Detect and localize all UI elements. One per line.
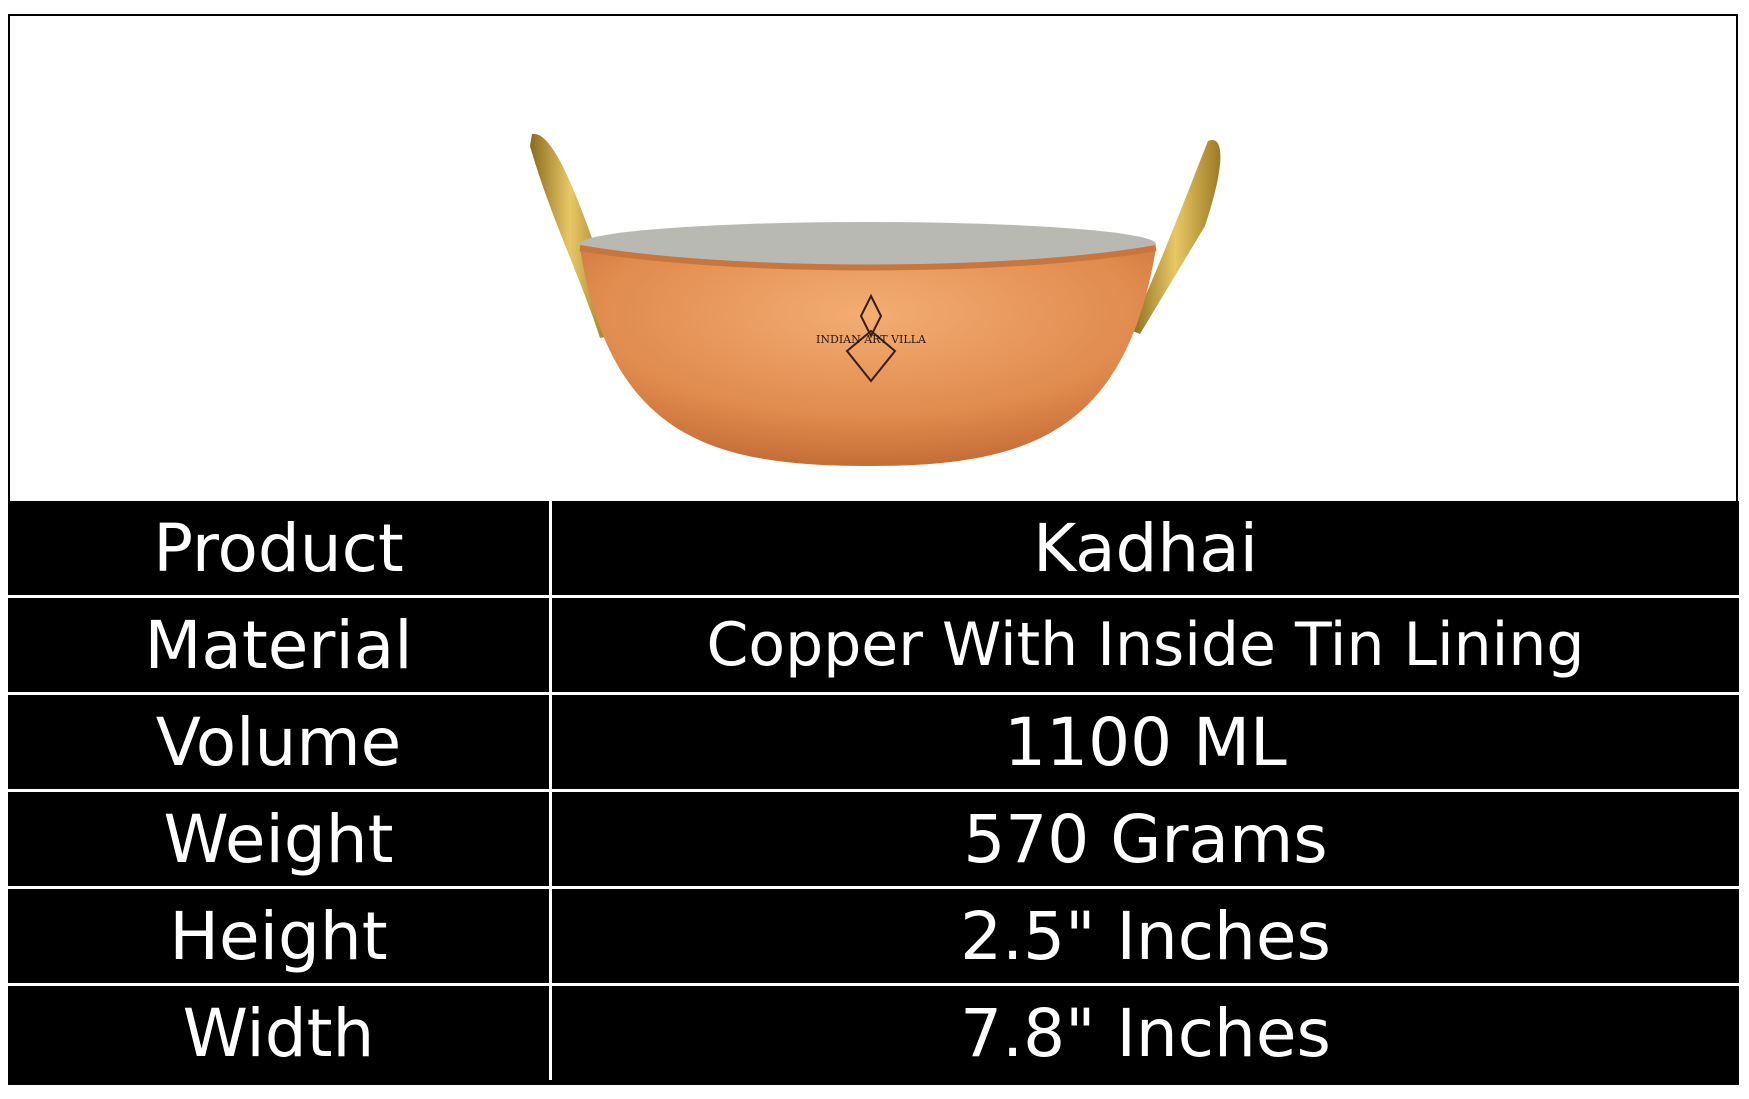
spec-value: Kadhai — [1032, 509, 1259, 587]
spec-value: 570 Grams — [963, 800, 1328, 878]
product-photo: INDIAN ART VILLA — [8, 14, 1738, 501]
spec-label: Material — [8, 598, 552, 692]
spec-label: Volume — [8, 695, 552, 789]
kadhai-image: INDIAN ART VILLA — [530, 133, 1221, 466]
spec-value: 2.5" Inches — [960, 897, 1331, 975]
tin-lining — [580, 222, 1156, 266]
spec-value: 1100 ML — [1004, 703, 1287, 781]
spec-row-weight: Weight 570 Grams — [8, 792, 1739, 889]
spec-row-volume: Volume 1100 ML — [8, 695, 1739, 792]
indian-art-villa-logo: INDIAN ART VILLA — [816, 293, 927, 383]
spec-label: Product — [8, 501, 552, 595]
svg-text:INDIAN ART VILLA: INDIAN ART VILLA — [816, 333, 927, 346]
spec-table: Product Kadhai Material Copper With Insi… — [8, 501, 1739, 1085]
spec-row-height: Height 2.5" Inches — [8, 889, 1739, 986]
spec-value: 7.8" Inches — [960, 994, 1331, 1072]
spec-label: Width — [8, 986, 552, 1080]
spec-row-product: Product Kadhai — [8, 501, 1739, 598]
kadhai-bowl — [580, 248, 1156, 466]
spec-label: Weight — [8, 792, 552, 886]
right-handle — [1130, 140, 1221, 334]
spec-label: Height — [8, 889, 552, 983]
spec-row-material: Material Copper With Inside Tin Lining — [8, 598, 1739, 695]
spec-row-width: Width 7.8" Inches — [8, 986, 1739, 1083]
spec-value: Copper With Inside Tin Lining — [706, 610, 1585, 680]
